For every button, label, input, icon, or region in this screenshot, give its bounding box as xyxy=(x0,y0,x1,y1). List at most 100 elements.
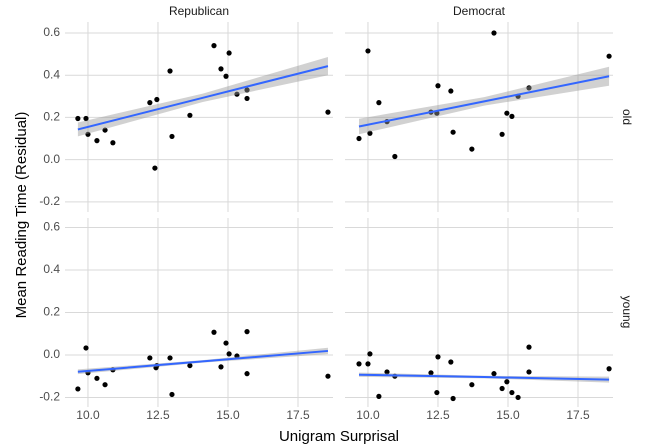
point xyxy=(152,165,158,171)
row-strip: young xyxy=(620,296,634,329)
point xyxy=(515,394,521,401)
point xyxy=(110,140,116,146)
point xyxy=(167,355,173,361)
point xyxy=(83,115,89,122)
point xyxy=(218,66,224,72)
point xyxy=(211,329,217,335)
x-tick-label: 17.5 xyxy=(566,408,590,422)
point xyxy=(169,133,175,140)
point xyxy=(606,53,612,59)
y-tick-label: 0.4 xyxy=(43,67,60,81)
point xyxy=(94,375,100,381)
point xyxy=(469,146,475,152)
point xyxy=(367,130,373,136)
fit-line xyxy=(77,349,329,373)
point xyxy=(244,95,250,102)
point xyxy=(428,370,434,376)
point xyxy=(226,351,232,357)
column-strip: Democrat xyxy=(453,4,506,18)
point xyxy=(226,50,232,56)
point xyxy=(606,366,612,372)
point xyxy=(376,393,382,399)
y-tick-label: -0.2 xyxy=(39,390,60,404)
point xyxy=(147,355,153,361)
point xyxy=(167,68,173,74)
x-tick-label: 10.0 xyxy=(76,408,100,422)
point xyxy=(392,153,398,160)
point xyxy=(365,48,371,54)
point xyxy=(94,138,100,144)
point xyxy=(234,91,240,97)
point xyxy=(154,96,160,103)
fit-line xyxy=(77,65,329,131)
point xyxy=(509,389,515,396)
x-axis-title: Unigram Surprisal xyxy=(279,428,399,445)
point xyxy=(325,373,331,379)
point xyxy=(448,359,454,365)
point xyxy=(169,391,175,398)
point xyxy=(244,87,250,93)
point xyxy=(526,369,532,375)
x-tick-label: 17.5 xyxy=(286,408,310,422)
x-tick-label: 15.0 xyxy=(216,408,240,422)
point xyxy=(435,354,441,360)
y-tick-label: 0.0 xyxy=(43,152,60,166)
x-tick-label: 12.5 xyxy=(146,408,170,422)
y-tick-label: 0.2 xyxy=(43,110,60,124)
point xyxy=(244,329,250,335)
point xyxy=(435,83,441,89)
point xyxy=(223,340,229,346)
point xyxy=(211,43,217,49)
y-tick-label: 0.6 xyxy=(43,25,60,39)
y-axis-title: Mean Reading Time (Residual) xyxy=(13,112,30,319)
point xyxy=(147,100,153,106)
point xyxy=(187,112,193,118)
point xyxy=(469,382,475,388)
x-tick-label: 12.5 xyxy=(426,408,450,422)
y-tick-label: 0.6 xyxy=(43,220,60,234)
point xyxy=(234,353,240,359)
point xyxy=(448,88,454,94)
point xyxy=(218,364,224,370)
point xyxy=(187,362,193,369)
point xyxy=(491,371,497,377)
point xyxy=(102,127,108,133)
point xyxy=(384,369,390,375)
column-strip: Republican xyxy=(169,4,229,18)
fit-line xyxy=(358,75,610,128)
point xyxy=(85,131,91,137)
point xyxy=(450,129,456,135)
point xyxy=(499,131,505,137)
point xyxy=(491,30,497,36)
point xyxy=(223,73,229,79)
point xyxy=(499,385,505,392)
y-tick-label: 0.4 xyxy=(43,262,60,276)
y-tick-label: 0.0 xyxy=(43,347,60,361)
y-tick-label: 0.2 xyxy=(43,305,60,319)
point xyxy=(434,389,440,396)
point xyxy=(504,110,510,116)
point xyxy=(509,113,515,119)
x-tick-label: 15.0 xyxy=(496,408,520,422)
point xyxy=(75,386,81,392)
y-tick-label: -0.2 xyxy=(39,194,60,208)
point xyxy=(356,135,362,142)
x-tick-label: 10.0 xyxy=(356,408,380,422)
point xyxy=(153,365,159,371)
point xyxy=(356,361,362,367)
point xyxy=(83,345,89,351)
point xyxy=(526,85,532,91)
point xyxy=(450,395,456,402)
point xyxy=(75,115,81,122)
point xyxy=(325,109,331,115)
point xyxy=(102,382,108,388)
point xyxy=(526,344,532,350)
point xyxy=(244,371,250,377)
row-strip: old xyxy=(620,109,634,125)
point xyxy=(504,379,510,385)
point xyxy=(365,361,371,367)
point xyxy=(376,100,382,106)
point xyxy=(367,351,373,357)
fit-line xyxy=(358,373,610,381)
